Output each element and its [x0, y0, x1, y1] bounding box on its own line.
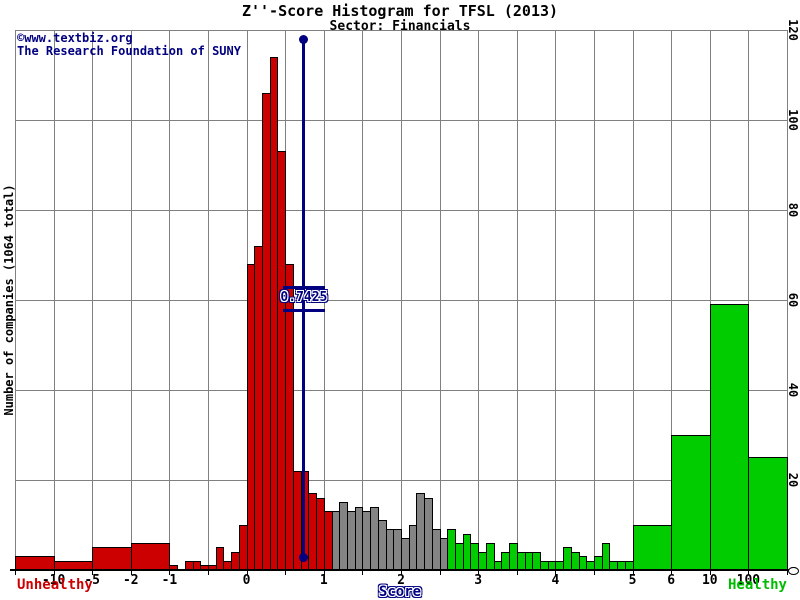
- x-gridline: [362, 30, 364, 570]
- y-axis-tick-label: 40: [786, 382, 800, 398]
- x-gridline: [208, 30, 209, 570]
- x-axis-tick-label: 3: [474, 573, 483, 588]
- x-gridline: [439, 30, 441, 570]
- unhealthy-zone-label: Unhealthy: [17, 577, 93, 593]
- x-gridline: [787, 30, 788, 570]
- x-axis-tick: [748, 571, 750, 575]
- x-gridline: [401, 30, 402, 570]
- histogram-bar: [633, 525, 672, 571]
- x-axis: [10, 569, 792, 571]
- histogram-bar: [710, 304, 749, 571]
- x-axis-tick: [246, 571, 248, 575]
- x-axis-tick-label: -5: [84, 573, 101, 588]
- x-axis-tick: [362, 571, 364, 575]
- x-gridline: [516, 30, 518, 570]
- x-axis-tick-label: 5: [628, 573, 637, 588]
- x-gridline: [169, 30, 171, 570]
- x-axis-tick: [92, 571, 94, 575]
- marker-value-label: 0.7425: [280, 290, 328, 305]
- x-axis-tick-label: 10: [701, 573, 718, 588]
- x-axis-tick: [15, 571, 16, 575]
- x-axis-tick: [594, 571, 595, 575]
- x-axis-tick: [169, 571, 171, 575]
- x-axis-tick-label: -10: [41, 573, 66, 588]
- x-axis-tick-label: -1: [161, 573, 178, 588]
- x-axis-tick-label: 1: [319, 573, 328, 588]
- x-axis-tick: [208, 571, 209, 575]
- watermark-url: ©www.textbiz.org: [17, 31, 133, 45]
- chart-title: Z''-Score Histogram for TFSL (2013): [241, 2, 559, 20]
- x-axis-tick: [787, 571, 788, 575]
- x-gridline: [671, 30, 673, 570]
- x-axis-tick: [285, 571, 287, 575]
- y-axis-tick-label: 20: [786, 472, 800, 488]
- y-axis-tick-label: 60: [786, 292, 800, 308]
- x-axis-tick-label: 0: [242, 573, 251, 588]
- x-gridline: [709, 30, 711, 570]
- marker-line: [302, 36, 306, 562]
- histogram-bar: [92, 547, 132, 571]
- marker-cap-lower: [282, 309, 325, 312]
- x-gridline: [15, 30, 16, 570]
- x-gridline: [323, 30, 325, 570]
- x-axis-tick: [632, 571, 634, 575]
- y-axis-tick-label: 80: [786, 202, 800, 218]
- x-axis-tick-label: 2: [397, 573, 405, 588]
- histogram-bar: [131, 543, 170, 571]
- x-axis-tick: [401, 571, 402, 575]
- x-gridline: [53, 30, 55, 570]
- x-axis-tick: [439, 571, 441, 575]
- x-axis-tick: [709, 571, 711, 575]
- x-axis-tick-label: -2: [122, 573, 139, 588]
- x-axis-tick: [53, 571, 55, 575]
- axis-end-cap: [788, 567, 799, 575]
- watermark-org: The Research Foundation of SUNY: [17, 44, 241, 58]
- x-axis-tick: [516, 571, 518, 575]
- y-axis-tick-label: 100: [786, 109, 800, 131]
- marker-top-ball: [299, 35, 309, 44]
- x-axis-tick: [478, 571, 480, 575]
- x-gridline: [748, 30, 750, 570]
- x-gridline: [594, 30, 595, 570]
- x-axis-tick: [671, 571, 673, 575]
- histogram-bar: [748, 457, 788, 571]
- x-axis-title: Score: [378, 584, 422, 600]
- x-axis-tick: [130, 571, 132, 575]
- y-axis-title: Number of companies (1064 total): [2, 184, 16, 416]
- x-gridline: [478, 30, 480, 570]
- healthy-zone-label: Healthy: [727, 577, 787, 593]
- x-gridline: [130, 30, 132, 570]
- x-gridline: [92, 30, 94, 570]
- histogram-bar: [671, 435, 711, 571]
- x-axis-tick: [323, 571, 325, 575]
- x-axis-tick-label: 4: [551, 573, 560, 588]
- x-axis-tick: [555, 571, 557, 575]
- x-gridline: [555, 30, 557, 570]
- y-axis-tick-label: 120: [786, 19, 800, 41]
- x-axis-tick-label: 6: [667, 573, 676, 588]
- marker-bottom-ball: [299, 553, 309, 562]
- x-axis-tick-label: 100: [736, 573, 761, 588]
- marker-cap-upper: [282, 286, 325, 289]
- x-gridline: [632, 30, 634, 570]
